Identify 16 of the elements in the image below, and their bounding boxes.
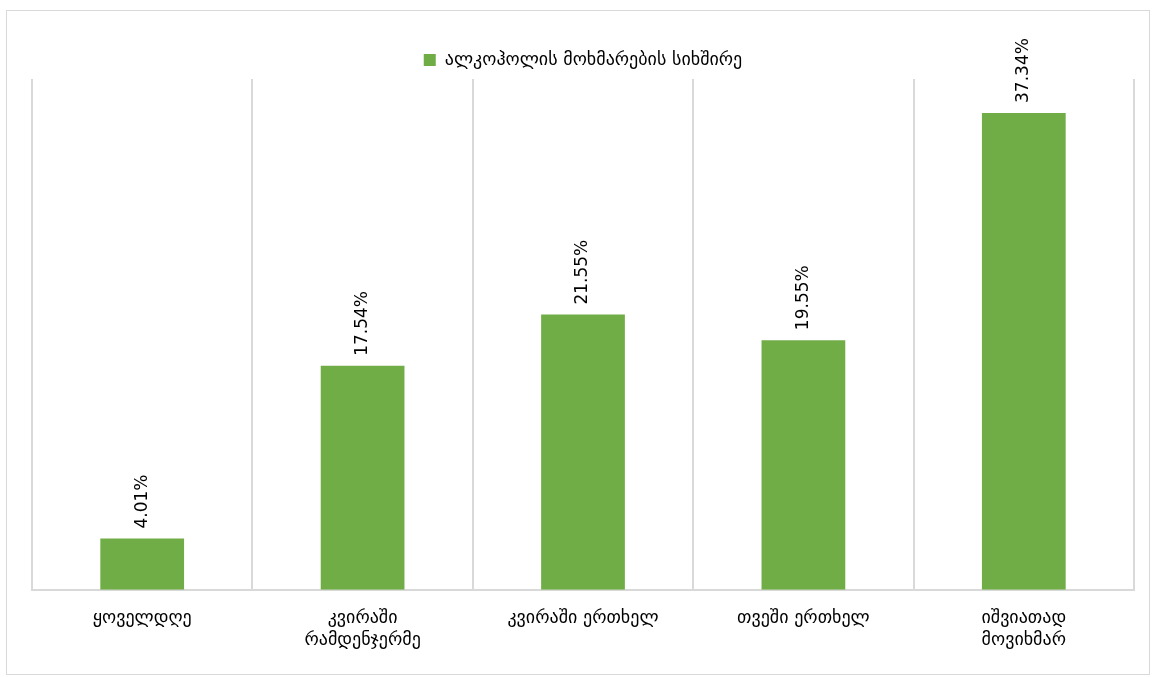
data-label: 4.01%	[130, 474, 151, 529]
x-tick-label: თვეში ერთხელ	[737, 606, 870, 628]
data-label: 37.34%	[1012, 38, 1033, 103]
bar	[541, 314, 625, 590]
legend-label: ალკოჰოლის მოხმარების სიხშირე	[444, 47, 743, 69]
bar	[320, 365, 405, 590]
bar	[981, 112, 1066, 590]
data-label: 17.54%	[351, 290, 372, 356]
x-tick-label: იშვიათად მოვიხმარ	[981, 606, 1067, 649]
x-tick-label: კვირაში ერთხელ	[507, 606, 659, 628]
bar	[100, 538, 185, 590]
x-tick-label: ყოველდღე	[92, 606, 192, 628]
data-label: 19.55%	[791, 265, 812, 331]
data-label: 21.55%	[571, 239, 592, 305]
x-tick-label: კვირაში რამდენჯერმე	[304, 606, 421, 649]
bar	[761, 340, 846, 590]
